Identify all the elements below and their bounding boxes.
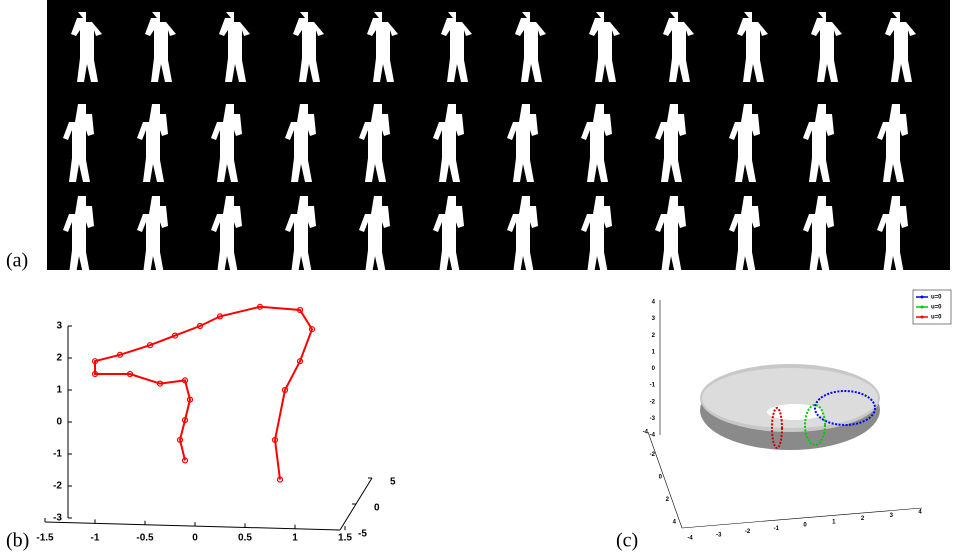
x-tick-label: -2 (745, 529, 751, 535)
z-tick-label: -1 (650, 383, 656, 389)
z-tick-label: 1 (652, 349, 656, 355)
y-tick-label: -2 (650, 452, 656, 458)
y-tick-label: 0 (659, 475, 663, 481)
z-tick-label: -2 (53, 481, 62, 492)
y-tick-label: 5 (390, 477, 396, 488)
z-tick-label: -1 (53, 449, 62, 460)
y-tick-label: 2 (666, 497, 670, 503)
z-tick-label: 0 (56, 417, 62, 428)
z-tick-label: -3 (650, 416, 656, 422)
x-tick-label: -4 (687, 536, 693, 542)
x-tick-label: -1.5 (36, 533, 54, 544)
y-tick-label: -4 (643, 430, 649, 436)
x-tick-label: -1 (91, 533, 100, 544)
y-tick-label: -5 (358, 529, 367, 540)
z-tick-label: 1 (56, 385, 62, 396)
x-tick-label: 0 (192, 533, 198, 544)
z-tick-label: 3 (56, 321, 62, 332)
z-tick-label: 3 (652, 316, 656, 322)
x-tick-label: 0 (803, 523, 807, 529)
x-tick-label: -1 (774, 526, 780, 532)
legend-label: u=0 (931, 305, 942, 311)
x-tick-label: 1 (292, 533, 298, 544)
figure: (a) (b) (c) -1.5 -1 -0.5 0 0.5 1 1.5 -3 -2 -1 0 1 2 3… (0, 0, 953, 552)
x-tick-label: 1 (832, 519, 836, 525)
z-tick-label: -3 (53, 513, 62, 524)
legend-label: u=0 (931, 295, 942, 301)
x-tick-label: 1.5 (338, 533, 352, 544)
axes-b (45, 326, 372, 530)
z-tick-label: -2 (650, 399, 656, 405)
panel-label: (a) (6, 250, 28, 272)
z-tick-label: 2 (56, 353, 62, 364)
x-tick-label: 4 (918, 510, 922, 516)
z-tick-label: 0 (652, 366, 656, 372)
legend-label: u=0 (931, 315, 942, 321)
z-tick-label: -4 (650, 433, 656, 439)
y-tick-label: 4 (673, 520, 677, 526)
torus (648, 290, 951, 528)
x-tick-label: -0.5 (136, 533, 154, 544)
z-tick-label: 4 (652, 300, 656, 306)
trajectory (95, 307, 312, 480)
panel-label: (b) (6, 530, 29, 552)
z-tick-label: 2 (652, 333, 656, 339)
legend-marker (921, 316, 924, 319)
x-tick-label: -3 (716, 532, 722, 538)
legend-marker (921, 296, 924, 299)
x-tick-label: 2 (861, 516, 865, 522)
legend-marker (921, 306, 924, 309)
y-tick-label: 0 (374, 503, 380, 514)
panel-label: (c) (616, 530, 638, 552)
x-tick-label: 0.5 (238, 533, 252, 544)
x-tick-label: 3 (890, 513, 894, 519)
